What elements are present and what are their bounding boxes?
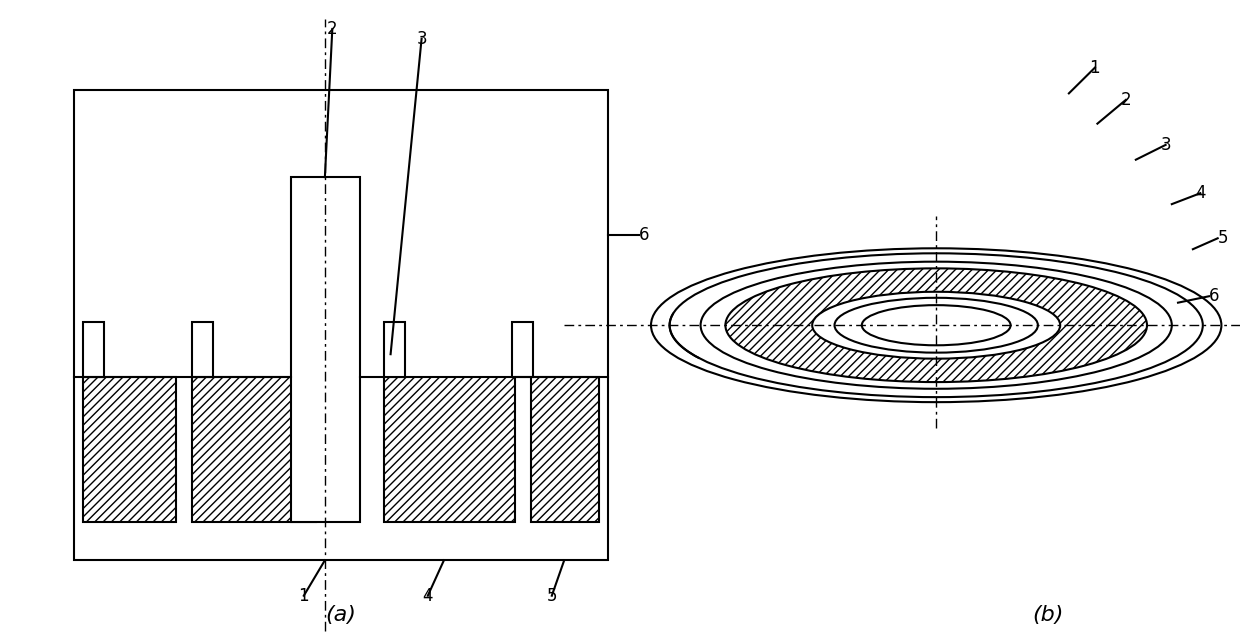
Bar bbox=[192, 322, 213, 377]
Bar bbox=[74, 90, 608, 560]
Bar bbox=[83, 377, 176, 522]
Text: 5: 5 bbox=[547, 587, 557, 605]
Bar bbox=[291, 177, 360, 522]
Bar bbox=[512, 322, 533, 377]
Ellipse shape bbox=[725, 269, 1147, 382]
Text: 1: 1 bbox=[299, 587, 309, 605]
Text: 3: 3 bbox=[1161, 136, 1171, 154]
Bar bbox=[384, 322, 405, 377]
Ellipse shape bbox=[812, 292, 1060, 359]
Text: (a): (a) bbox=[326, 605, 356, 625]
Text: 5: 5 bbox=[1218, 229, 1228, 247]
Text: 6: 6 bbox=[639, 226, 649, 244]
Text: 1: 1 bbox=[1090, 59, 1100, 77]
Text: 3: 3 bbox=[417, 30, 427, 48]
Text: 4: 4 bbox=[1195, 184, 1205, 202]
Ellipse shape bbox=[862, 305, 1011, 345]
Bar bbox=[192, 377, 316, 522]
Bar bbox=[384, 377, 515, 522]
Bar bbox=[83, 322, 104, 377]
Text: 2: 2 bbox=[1121, 91, 1131, 109]
Text: 2: 2 bbox=[327, 20, 337, 38]
Text: 4: 4 bbox=[423, 587, 433, 605]
Text: 6: 6 bbox=[1209, 287, 1219, 305]
Text: (b): (b) bbox=[1032, 605, 1064, 625]
Bar bbox=[531, 377, 599, 522]
Ellipse shape bbox=[651, 249, 1221, 402]
